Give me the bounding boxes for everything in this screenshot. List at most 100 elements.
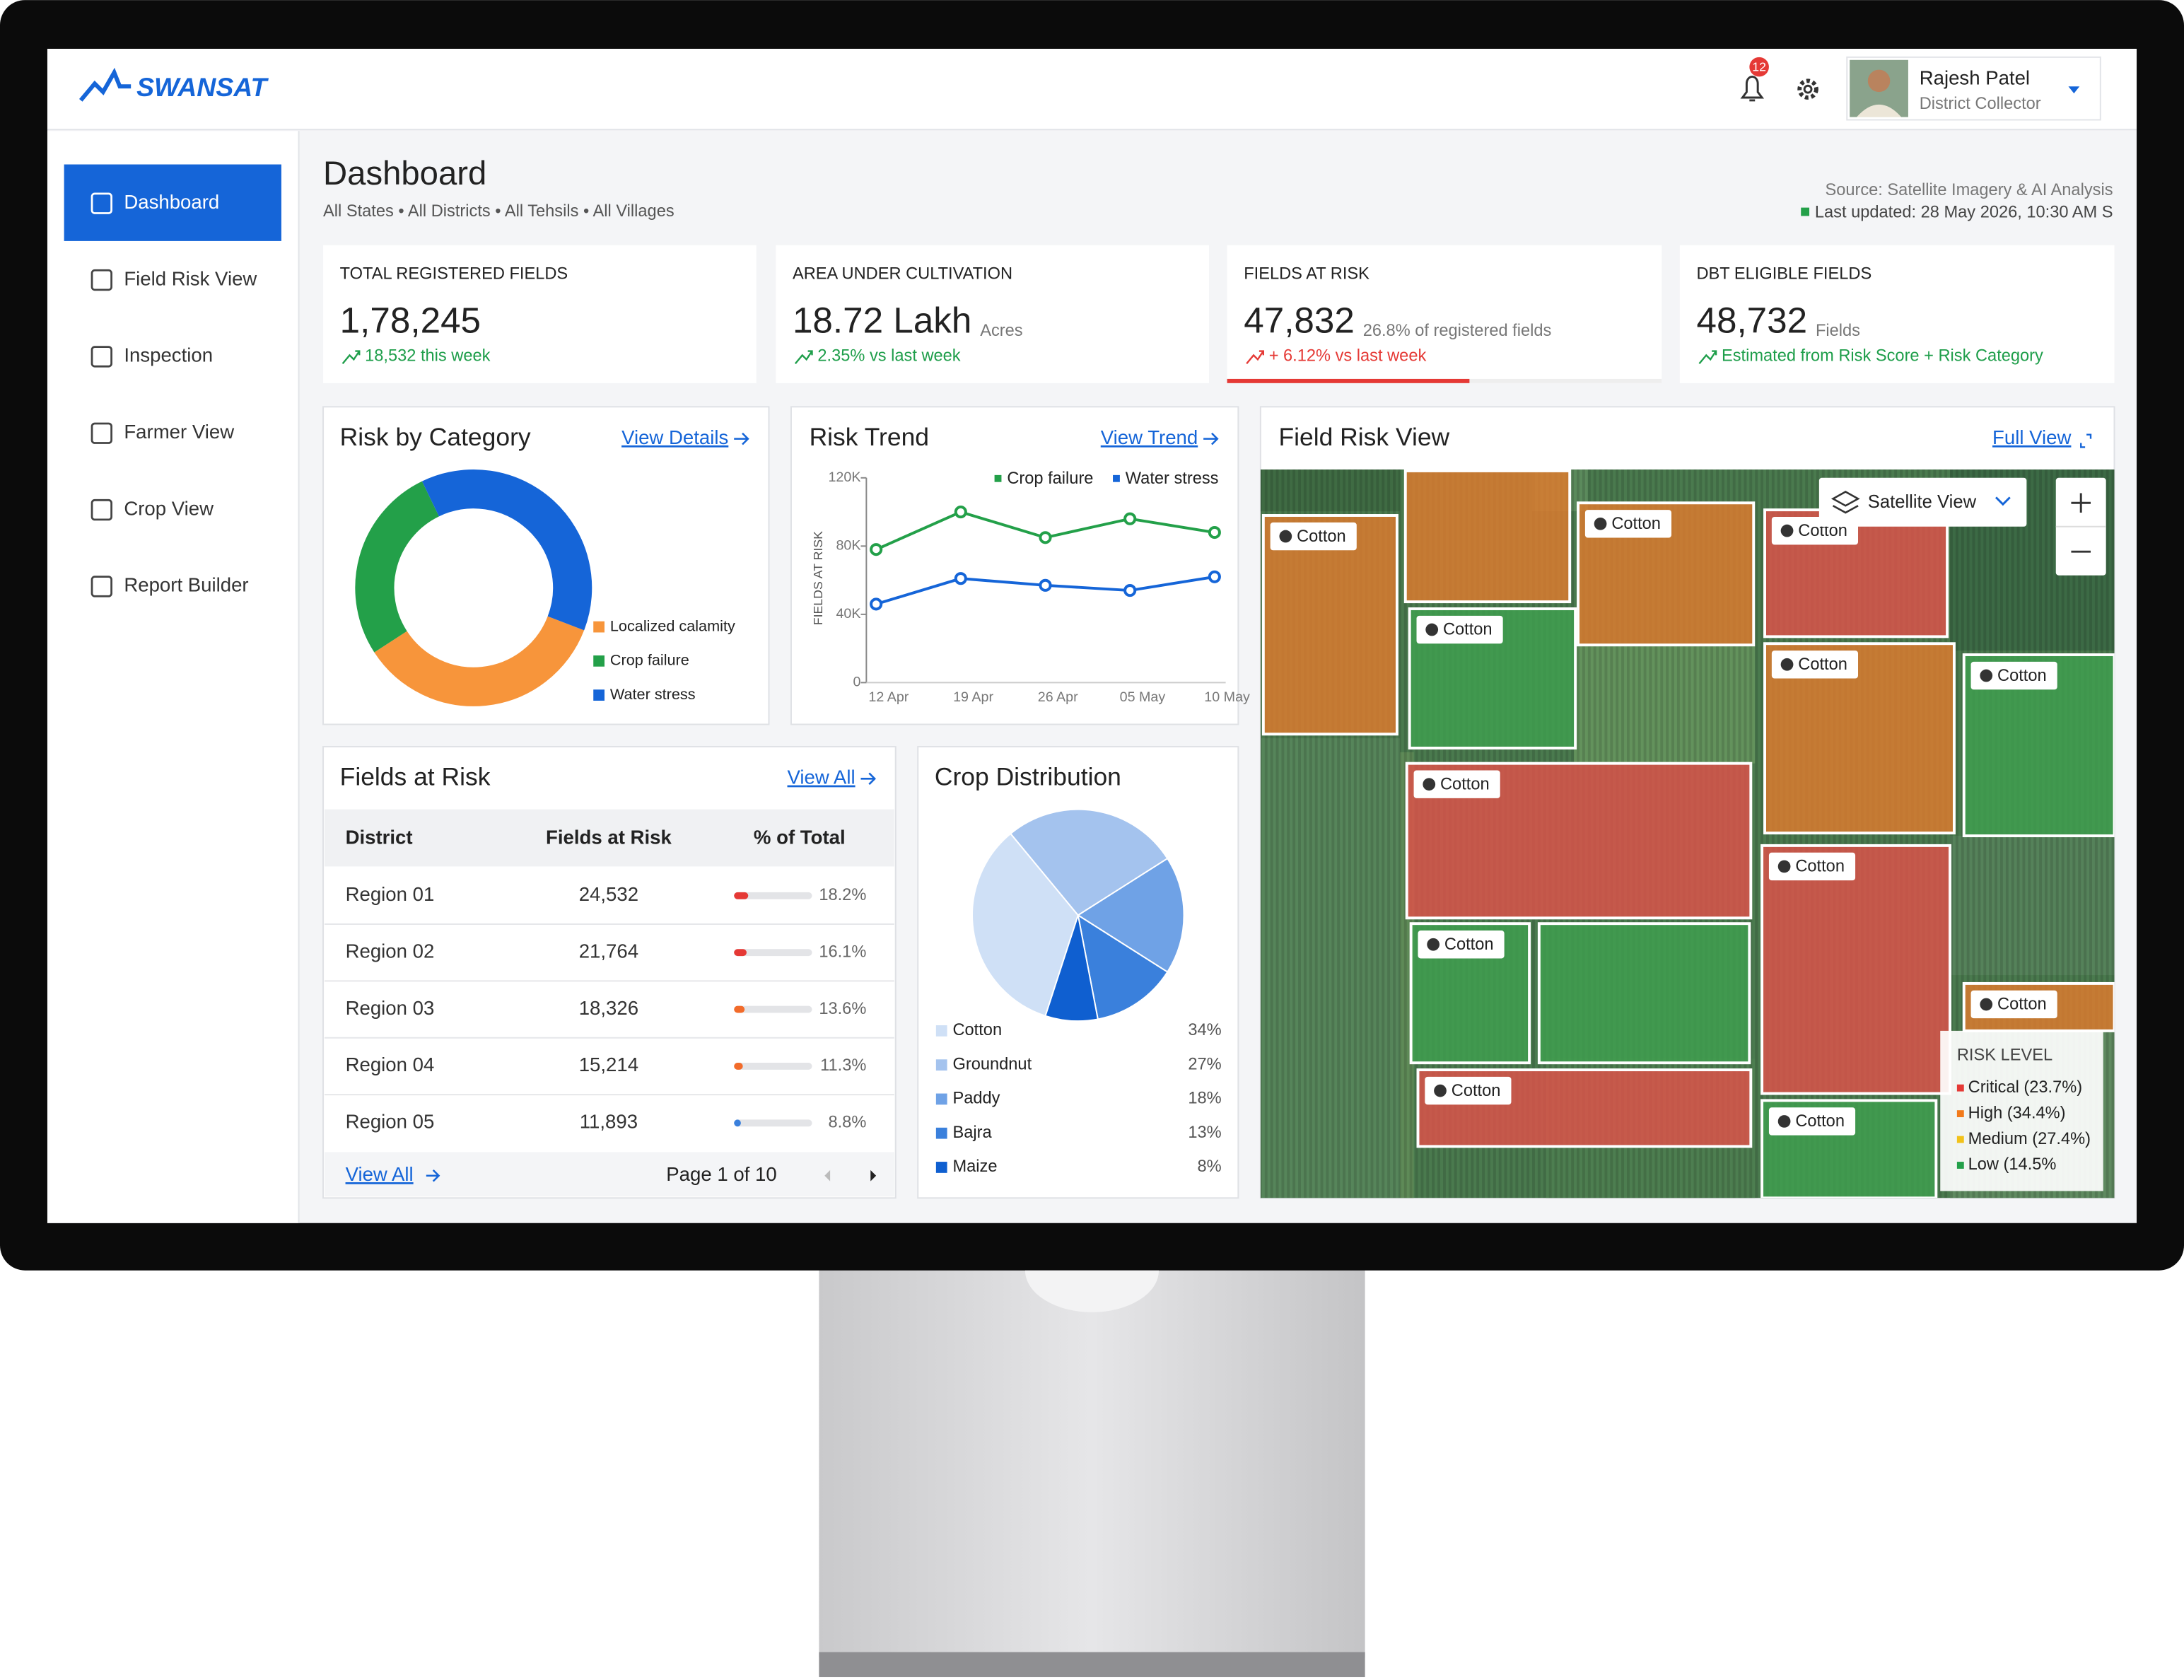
kpi-value: 47,832 bbox=[1244, 301, 1355, 341]
field-label[interactable]: Cotton bbox=[1611, 515, 1661, 533]
field-label[interactable]: Cotton bbox=[1297, 527, 1346, 546]
field bbox=[1537, 922, 1751, 1065]
nav-icon bbox=[90, 346, 112, 368]
stand bbox=[819, 1254, 1365, 1658]
pie-slice bbox=[1076, 857, 1185, 973]
legend-swatch bbox=[1956, 1110, 1964, 1118]
avatar-body bbox=[1857, 104, 1902, 117]
legend-swatch bbox=[1956, 1162, 1964, 1169]
map: Field Risk View Full View Cotton Cotton Cott… bbox=[1260, 423, 2115, 1198]
x-tick-label: 19 Apr bbox=[953, 689, 993, 705]
field-chip[interactable] bbox=[1970, 661, 2057, 690]
kpi-card bbox=[776, 245, 1209, 383]
kpi-row: TOTAL REGISTERED FIELDS 1,78,245 18,532 th… bbox=[323, 245, 2115, 383]
field-label[interactable]: Cotton bbox=[1795, 1112, 1845, 1131]
layer-select[interactable] bbox=[1818, 477, 2027, 527]
cell: Region 02 bbox=[346, 940, 435, 962]
field-label[interactable]: Cotton bbox=[1795, 858, 1845, 876]
field-chip[interactable] bbox=[1425, 1076, 1512, 1105]
field-label[interactable]: Cotton bbox=[1443, 621, 1493, 639]
nav-item[interactable]: Field Risk View bbox=[124, 267, 257, 289]
table-header bbox=[325, 809, 894, 867]
kpi-card bbox=[323, 245, 757, 383]
field-chip[interactable] bbox=[1584, 510, 1672, 538]
field-chip[interactable] bbox=[1768, 852, 1856, 881]
trend-icon bbox=[341, 350, 361, 365]
logo-mark bbox=[78, 67, 132, 102]
field-chip[interactable] bbox=[1768, 1107, 1856, 1136]
bar-track bbox=[734, 1119, 812, 1127]
bar-track bbox=[734, 1005, 812, 1013]
link[interactable]: View Trend bbox=[1101, 426, 1198, 448]
footer-link[interactable]: View All bbox=[346, 1163, 414, 1185]
pie-slice bbox=[1009, 808, 1169, 916]
point bbox=[1208, 570, 1221, 583]
layers-icon bbox=[1830, 491, 1860, 514]
cell: 18,326 bbox=[579, 997, 638, 1019]
legend-swatch bbox=[935, 1127, 947, 1139]
settings-icon[interactable] bbox=[1797, 78, 1818, 100]
field-chip[interactable] bbox=[1270, 522, 1357, 551]
filters: All States • All Districts • All Tehsils… bbox=[323, 202, 675, 221]
zoom-in[interactable] bbox=[2071, 493, 2091, 513]
point bbox=[1123, 512, 1137, 525]
legend-value: 27% bbox=[1188, 1055, 1221, 1073]
bar-track bbox=[734, 892, 812, 899]
legend-label: Localized calamity bbox=[610, 617, 735, 634]
field-label[interactable]: Cotton bbox=[1798, 655, 1847, 674]
sidebar bbox=[47, 131, 298, 1223]
next-page[interactable] bbox=[870, 1169, 877, 1182]
field-chip[interactable] bbox=[1413, 770, 1500, 798]
bar-track bbox=[734, 949, 812, 957]
prev-page[interactable] bbox=[824, 1169, 831, 1182]
cell: 8.8% bbox=[828, 1114, 866, 1132]
field-label[interactable]: Cotton bbox=[1997, 996, 2047, 1014]
bar bbox=[734, 1063, 743, 1070]
bar bbox=[734, 949, 747, 957]
kpi-label: AREA UNDER CULTIVATION bbox=[793, 264, 1012, 283]
link[interactable]: View Details bbox=[621, 426, 728, 448]
nav-icon bbox=[90, 498, 112, 521]
nav-active bbox=[64, 164, 281, 241]
nav-icon bbox=[90, 192, 112, 214]
bar-track bbox=[734, 1063, 812, 1070]
nav-item[interactable]: Farmer View bbox=[124, 421, 234, 443]
point bbox=[1039, 531, 1052, 544]
link[interactable]: Full View bbox=[1992, 426, 2071, 448]
field-label[interactable]: Cotton bbox=[1444, 935, 1494, 954]
panel-title: Risk Trend bbox=[810, 423, 929, 451]
field-chip[interactable] bbox=[1771, 651, 1859, 679]
point bbox=[1039, 578, 1052, 592]
kpi-change: + 6.12% vs last week bbox=[1269, 347, 1427, 366]
nav-item[interactable]: Report Builder bbox=[124, 574, 248, 596]
point bbox=[1123, 584, 1137, 597]
x-tick-label: 12 Apr bbox=[868, 689, 909, 705]
nav-item[interactable]: Dashboard bbox=[124, 191, 219, 213]
bell-icon[interactable] bbox=[1740, 75, 1765, 102]
link[interactable]: View All bbox=[788, 766, 856, 788]
field-chip[interactable] bbox=[1418, 931, 1505, 959]
charts: Risk by Category View Details Localized ca… bbox=[340, 423, 1250, 1176]
stand-base bbox=[819, 1652, 1365, 1677]
field-chip[interactable] bbox=[1970, 990, 2057, 1019]
legend-swatch bbox=[593, 655, 605, 667]
field bbox=[1261, 514, 1398, 736]
crop-icon bbox=[1780, 524, 1794, 537]
field-label[interactable]: Cotton bbox=[1440, 775, 1490, 793]
field-label[interactable]: Cotton bbox=[1452, 1082, 1501, 1100]
pie-slice bbox=[971, 832, 1079, 1017]
trend-icon bbox=[1246, 350, 1264, 365]
kpi-change: 18,532 this week bbox=[365, 347, 490, 366]
point bbox=[870, 597, 883, 611]
cell: 11,893 bbox=[580, 1111, 638, 1133]
crop-icon bbox=[1279, 530, 1292, 543]
legend-swatch bbox=[1113, 474, 1120, 482]
y-tick-label: 80K bbox=[836, 538, 860, 554]
nav-item[interactable]: Inspection bbox=[124, 344, 213, 366]
field-label[interactable]: Cotton bbox=[1997, 667, 2047, 685]
legend-label: Crop failure bbox=[610, 651, 689, 669]
legend-label: High (34.4%) bbox=[1968, 1104, 2066, 1122]
nav-item[interactable]: Crop View bbox=[124, 497, 214, 519]
field-chip[interactable] bbox=[1416, 615, 1503, 644]
